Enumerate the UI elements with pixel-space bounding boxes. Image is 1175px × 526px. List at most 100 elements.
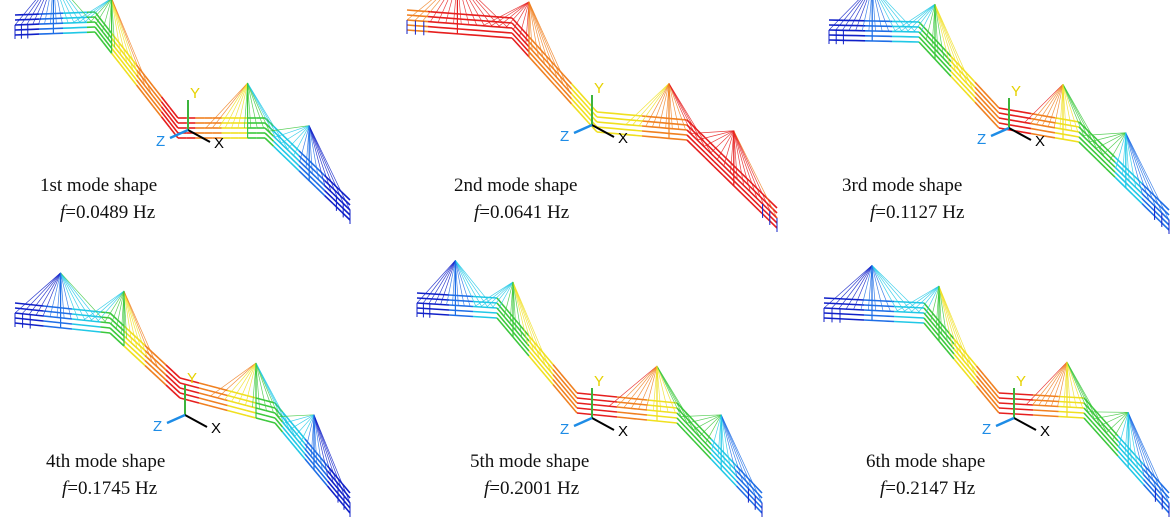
deck-segment <box>626 402 638 405</box>
deck-segment <box>144 359 153 368</box>
deck-segment <box>735 480 746 491</box>
cable-line <box>835 0 862 31</box>
deck-segment <box>172 375 181 384</box>
deck-segment <box>606 405 618 408</box>
deck-segment <box>942 62 952 72</box>
deck-segment <box>528 41 539 52</box>
deck-segment <box>883 315 895 318</box>
cable-line <box>1066 361 1109 435</box>
deck-segment <box>130 346 139 355</box>
cable-line <box>1125 132 1157 208</box>
cable-line <box>455 260 495 309</box>
deck-segment <box>480 14 492 18</box>
x-axis-line <box>184 414 208 428</box>
cable-line <box>486 281 514 308</box>
deck-segment <box>930 331 940 342</box>
deck-segment <box>568 382 578 394</box>
deck-segment <box>570 98 581 109</box>
cable-line <box>231 362 257 402</box>
deck-segment <box>632 119 643 122</box>
deck-segment <box>945 344 955 355</box>
deck-segment <box>179 382 190 387</box>
deck-segment <box>614 122 625 126</box>
deck-segment <box>552 363 562 375</box>
frequency-value: =0.1127 Hz <box>875 202 965 223</box>
mode-shape-panel-3: X Y Z 3rd mode shape f=0.1127 Hz <box>784 0 1174 263</box>
deck-segment <box>255 407 266 412</box>
deck-segment <box>926 50 936 60</box>
deck-segment <box>1117 435 1128 447</box>
deck-segment <box>562 93 573 105</box>
deck-segment <box>33 314 44 317</box>
cable-line <box>895 285 940 312</box>
cable-line <box>255 362 274 413</box>
deck-segment <box>119 63 129 75</box>
deck-segment <box>323 194 334 205</box>
cable-line <box>848 0 866 31</box>
deck-segment <box>727 456 738 467</box>
cable-line <box>519 1 530 37</box>
deck-segment <box>116 323 125 332</box>
deck-segment <box>424 312 434 315</box>
cable-line <box>1062 84 1092 144</box>
deck-segment <box>151 356 160 365</box>
cable-line <box>1062 84 1098 151</box>
cable-line <box>1066 361 1096 421</box>
cable-line <box>860 265 873 310</box>
deck-segment <box>24 323 35 326</box>
deck-segment <box>109 327 118 336</box>
deck-segment <box>296 449 306 460</box>
cable-line <box>1118 412 1129 447</box>
deck-segment <box>843 298 855 301</box>
cable-line <box>513 1 530 30</box>
deck-segment <box>853 318 865 321</box>
cable-line <box>720 414 750 490</box>
deck-segment <box>1054 137 1064 140</box>
cable-line <box>1030 83 1064 124</box>
cable-line <box>308 125 338 199</box>
deck-segment <box>341 483 351 494</box>
cable-line <box>716 130 735 160</box>
deck-segment <box>758 189 769 200</box>
cable-line <box>123 290 143 353</box>
deck-segment <box>488 306 498 309</box>
deck-segment <box>102 42 113 54</box>
z-axis-label: Z <box>982 421 991 438</box>
deck-segment <box>1105 152 1116 163</box>
deck-segment <box>536 65 547 77</box>
deck-segment <box>1054 127 1064 130</box>
deck-segment <box>623 128 634 131</box>
deck-segment <box>100 321 111 324</box>
deck-segment <box>158 372 167 381</box>
cable-line <box>111 0 152 95</box>
z-axis-label: Z <box>156 133 165 150</box>
deck-segment <box>123 340 132 349</box>
deck-segment <box>749 201 760 211</box>
cable-line <box>1024 83 1064 123</box>
deck-segment <box>596 404 608 407</box>
deck-segment <box>544 364 554 376</box>
x-axis-line <box>591 124 615 138</box>
deck-segment <box>480 316 490 319</box>
deck-segment <box>823 297 835 300</box>
deck-segment <box>666 416 678 419</box>
z-axis-line <box>573 416 593 428</box>
deck-segment <box>713 160 724 171</box>
cable-line <box>876 0 890 32</box>
deck-segment <box>459 33 471 36</box>
deck-segment <box>626 412 638 415</box>
cable-line <box>111 0 128 63</box>
cable-line <box>224 362 257 400</box>
deck-segment <box>934 58 944 69</box>
deck-segment <box>913 311 925 314</box>
deck-segment <box>990 383 1000 394</box>
deck-segment <box>646 404 658 407</box>
deck-segment <box>722 169 733 180</box>
cable-line <box>720 414 763 504</box>
cable-line <box>455 260 471 307</box>
deck-segment <box>456 294 466 297</box>
cable-line <box>828 0 859 31</box>
deck-segment <box>1159 482 1170 494</box>
deck-segment <box>81 324 92 327</box>
bridge-wireframe <box>14 0 351 224</box>
